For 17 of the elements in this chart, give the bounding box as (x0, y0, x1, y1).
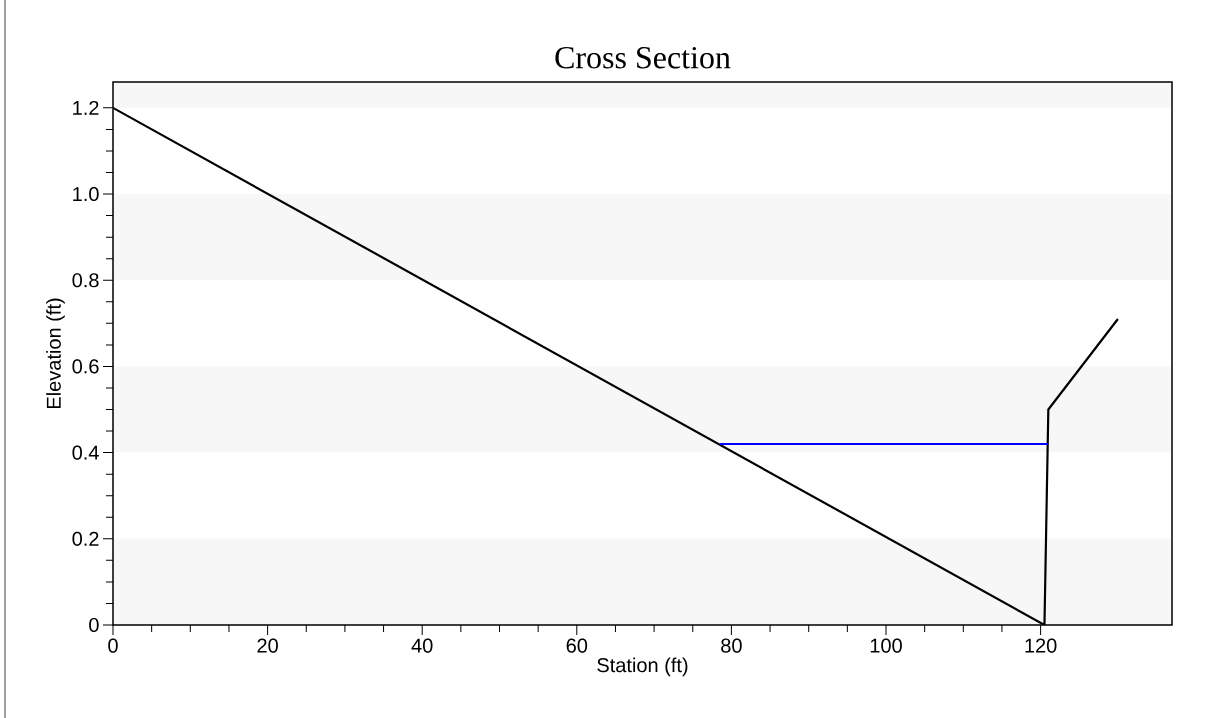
y-tick-label: 0.6 (72, 359, 99, 374)
x-tick-label: 120 (1025, 638, 1057, 653)
y-tick-label: 1.2 (73, 100, 99, 115)
x-tick-label: 40 (411, 638, 433, 653)
x-axis-title: Station (ft) (597, 657, 688, 677)
chart-title: Cross Section (555, 46, 731, 69)
y-tick-label: 1.0 (73, 186, 99, 202)
y-tick-label: 0.4 (72, 445, 99, 460)
y-tick-label: 0 (89, 617, 99, 633)
y-tick-label: 0.2 (72, 531, 99, 546)
y-tick-label: 0.8 (72, 273, 99, 288)
y-axis-title: Elevation (ft) (46, 298, 65, 408)
x-tick-label: 60 (566, 638, 588, 653)
x-tick-label: 100 (870, 638, 902, 653)
x-tick-label: 20 (257, 638, 278, 653)
x-tick-label: 0 (108, 638, 118, 653)
x-tick-label: 80 (721, 638, 742, 653)
